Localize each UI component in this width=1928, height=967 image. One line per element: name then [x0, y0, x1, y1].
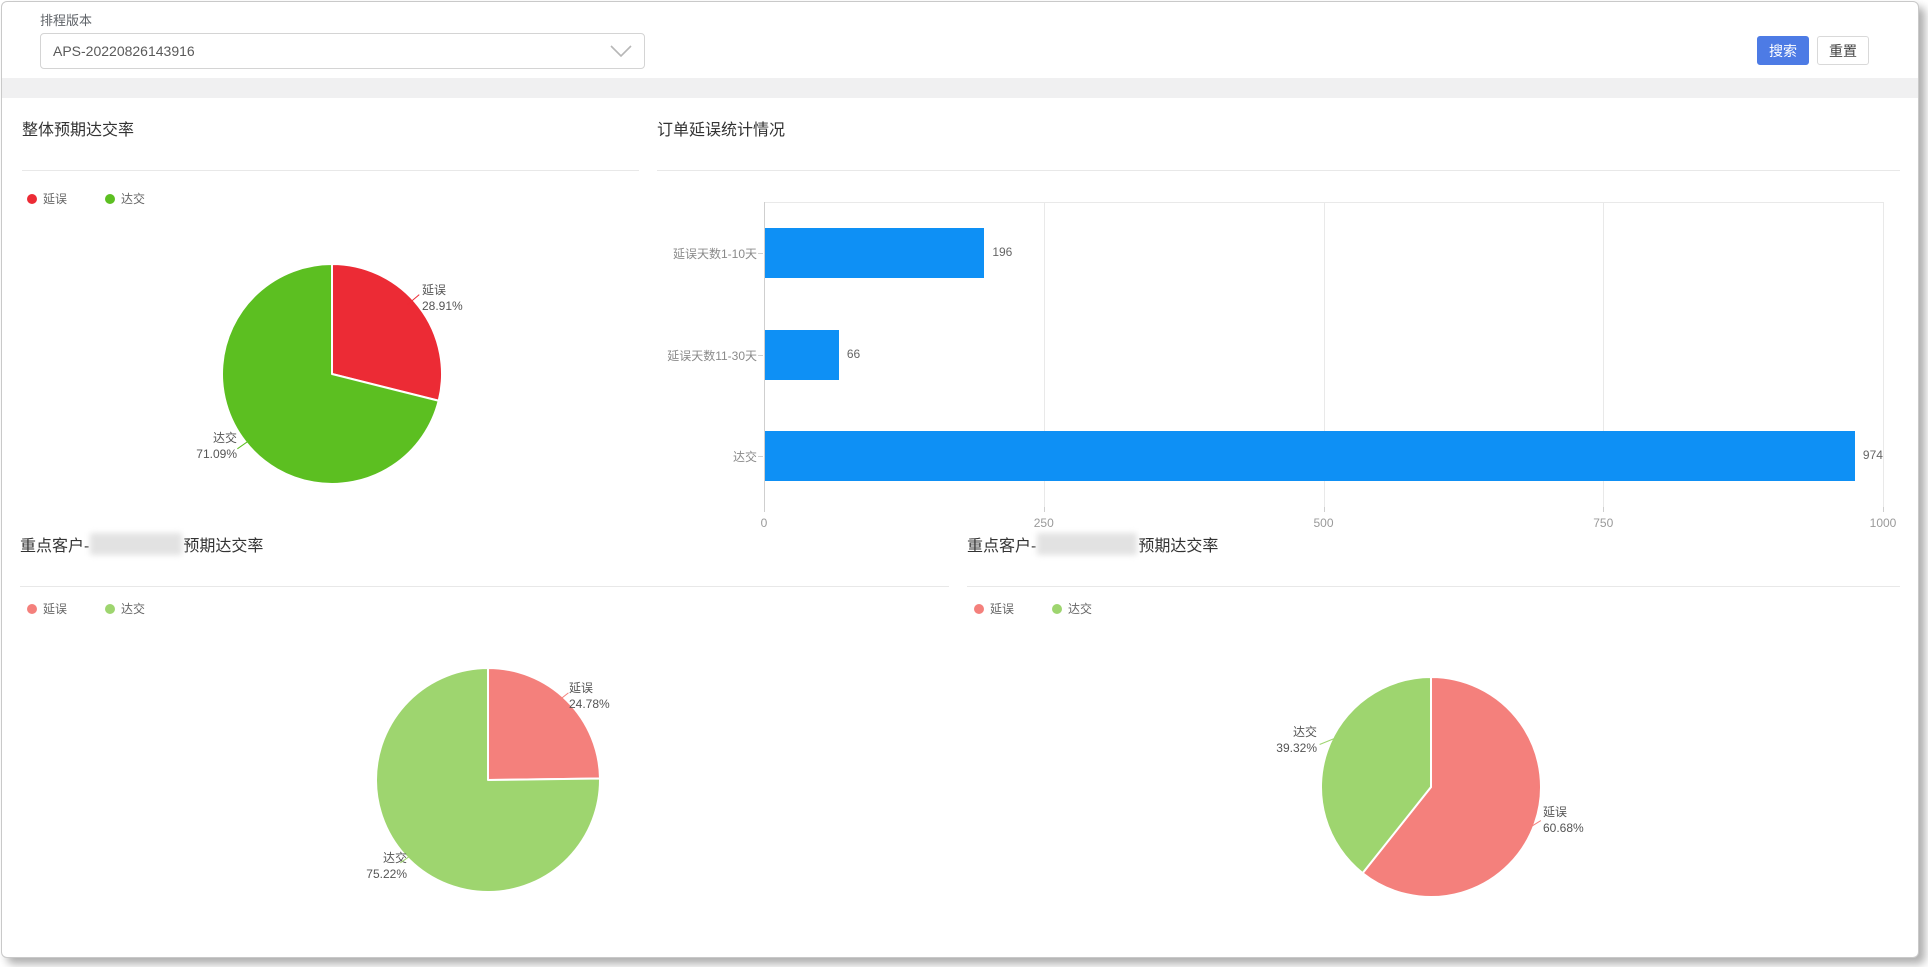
legend-customer1: 延误 达交 [27, 600, 183, 617]
pie-slice-达交[interactable] [375, 667, 601, 893]
pie-slice-label: 延误 60.68% [1543, 805, 1584, 835]
x-axis-tick [1323, 507, 1325, 512]
schedule-version-select[interactable]: APS-20220826143916 [40, 33, 645, 69]
gridline [1603, 202, 1605, 507]
pie-slice-label: 达交 39.32% [1276, 725, 1317, 755]
gridline [1323, 202, 1325, 507]
legend-label: 达交 [121, 602, 146, 616]
bar-category-label: 延误天数11-30天 [667, 348, 757, 363]
x-axis-tick-label: 0 [760, 516, 768, 530]
title-text: 预期达交率 [183, 538, 264, 555]
legend-dot-delay [27, 193, 37, 204]
panel-divider [967, 586, 1900, 587]
legend-label: 延误 [43, 192, 68, 206]
title-text: 预期达交率 [1138, 538, 1219, 555]
bar-chart[interactable]: 0 250 500 750 1000 延误天数1-10天 196 延误天数11-30天 66 达交… [657, 202, 1902, 537]
gridline [1043, 202, 1045, 507]
panel-divider [20, 586, 949, 587]
legend-item-deliver[interactable]: 达交 [1052, 600, 1092, 617]
redacted-customer-name [1037, 533, 1138, 555]
bar-category-label: 达交 [732, 450, 757, 465]
legend-customer2: 延误 达交 [974, 600, 1130, 617]
redacted-customer-name [90, 533, 183, 555]
pie-slice-label: 延误 24.78% [569, 681, 610, 711]
pie-slice-延误[interactable] [331, 263, 443, 402]
pie-slice-延误[interactable] [487, 667, 601, 781]
y-axis-line [764, 202, 765, 507]
x-axis-tick-label: 250 [1033, 516, 1054, 530]
bar-达交[interactable] [765, 431, 1855, 482]
bar-延误天数11-30天[interactable] [765, 329, 839, 380]
bar-延误天数1-10天[interactable] [765, 227, 985, 278]
bar-value-label: 66 [846, 346, 861, 361]
x-axis-tick [1043, 507, 1045, 512]
legend-dot-deliver [105, 193, 116, 204]
legend-label: 达交 [1068, 602, 1093, 616]
legend-item-deliver[interactable]: 达交 [105, 600, 145, 617]
gridline [1883, 202, 1884, 507]
legend-label: 延误 [43, 602, 68, 616]
legend-item-deliver[interactable]: 达交 [105, 190, 145, 207]
bar-value-label: 196 [992, 244, 1013, 259]
x-axis-tick [764, 507, 765, 512]
panel-divider [657, 170, 1900, 171]
x-axis-tick-label: 750 [1593, 516, 1614, 530]
legend-item-delay[interactable]: 延误 [27, 600, 67, 617]
section-divider [2, 78, 1918, 98]
category-axis-tick [758, 354, 763, 356]
category-axis-tick [758, 456, 763, 458]
legend-dot-delay [974, 603, 984, 614]
panel-divider [22, 170, 639, 171]
x-axis-tick-label: 1000 [1869, 516, 1897, 530]
legend-dot-delay [27, 603, 37, 614]
x-axis-tick [1603, 507, 1605, 512]
legend-label: 延误 [990, 602, 1015, 616]
title-text: 重点客户- [967, 538, 1037, 555]
panel-title-delay-stats: 订单延误统计情况 [657, 122, 786, 139]
overall-pie-chart[interactable] [212, 254, 452, 494]
x-axis-tick [1883, 507, 1884, 512]
pie-slice-label: 达交 71.09% [196, 431, 237, 461]
pie-slice-label: 达交 75.22% [366, 851, 407, 881]
customer2-pie-chart[interactable] [1311, 667, 1551, 907]
bar-value-label: 974 [1862, 448, 1883, 463]
legend-dot-deliver [105, 603, 116, 614]
x-axis-tick-label: 500 [1313, 516, 1334, 530]
legend-dot-deliver [1052, 603, 1063, 614]
panel-title-overall: 整体预期达交率 [22, 122, 135, 139]
schedule-version-label: 排程版本 [40, 13, 93, 28]
panel-title-customer2: 重点客户- 预期达交率 [967, 532, 1218, 556]
customer1-pie-chart[interactable] [368, 660, 608, 900]
category-axis-tick [758, 252, 763, 254]
search-button[interactable]: 搜索 [1757, 36, 1809, 65]
legend-item-delay[interactable]: 延误 [27, 190, 67, 207]
legend-item-delay[interactable]: 延误 [974, 600, 1014, 617]
title-text: 重点客户- [20, 538, 90, 555]
pie-slice-label: 延误 28.91% [422, 283, 463, 313]
pie-slice-达交[interactable] [1320, 676, 1432, 875]
reset-button[interactable]: 重置 [1817, 36, 1869, 65]
chevron-down-icon [610, 45, 632, 57]
legend-label: 达交 [121, 192, 146, 206]
legend-overall: 延误 达交 [27, 190, 183, 207]
bar-category-label: 延误天数1-10天 [672, 246, 757, 261]
schedule-version-value: APS-20220826143916 [53, 43, 195, 59]
panel-title-customer1: 重点客户- 预期达交率 [20, 532, 263, 556]
